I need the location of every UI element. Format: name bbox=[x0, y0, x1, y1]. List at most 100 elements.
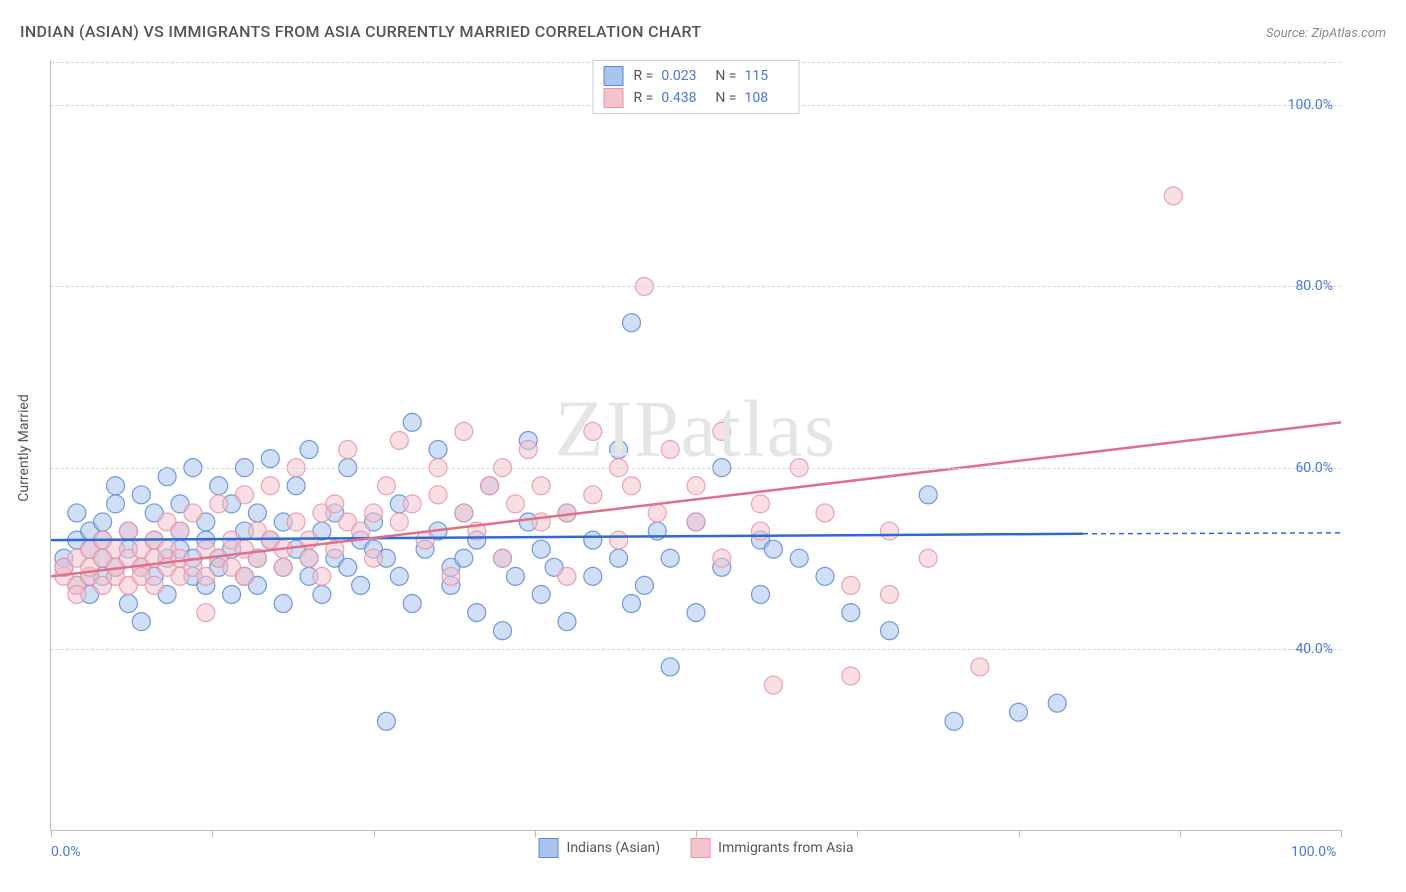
legend-r-label: R = bbox=[634, 65, 654, 87]
data-point bbox=[248, 504, 266, 522]
data-point bbox=[1164, 187, 1182, 205]
data-point bbox=[107, 477, 125, 495]
legend-row: R =0.438N =108 bbox=[604, 87, 789, 109]
x-tick bbox=[535, 830, 536, 837]
legend-series-item: Indians (Asian) bbox=[539, 838, 661, 858]
data-point bbox=[584, 486, 602, 504]
legend-swatch bbox=[604, 66, 624, 86]
data-point bbox=[584, 531, 602, 549]
data-point bbox=[713, 549, 731, 567]
data-point bbox=[610, 531, 628, 549]
data-point bbox=[584, 422, 602, 440]
legend-r-value: 0.023 bbox=[661, 65, 705, 87]
data-point bbox=[403, 413, 421, 431]
data-point bbox=[236, 486, 254, 504]
data-point bbox=[532, 477, 550, 495]
data-point bbox=[210, 495, 228, 513]
data-point bbox=[506, 567, 524, 585]
legend-row: R =0.023N =115 bbox=[604, 65, 789, 87]
legend-series-item: Immigrants from Asia bbox=[690, 838, 853, 858]
data-point bbox=[881, 522, 899, 540]
data-point bbox=[377, 477, 395, 495]
legend-n-label: N = bbox=[715, 87, 736, 109]
data-point bbox=[764, 540, 782, 558]
data-point bbox=[752, 522, 770, 540]
data-point bbox=[494, 549, 512, 567]
data-point bbox=[623, 314, 641, 332]
data-point bbox=[119, 595, 137, 613]
data-point bbox=[184, 504, 202, 522]
x-tick bbox=[51, 830, 52, 837]
data-point bbox=[648, 504, 666, 522]
data-point bbox=[455, 504, 473, 522]
data-point bbox=[223, 585, 241, 603]
data-point bbox=[455, 549, 473, 567]
data-point bbox=[713, 422, 731, 440]
trend-line-extrapolated bbox=[1083, 533, 1341, 534]
legend-r-label: R = bbox=[634, 87, 654, 109]
data-point bbox=[881, 622, 899, 640]
data-point bbox=[881, 585, 899, 603]
x-tick bbox=[696, 830, 697, 837]
data-point bbox=[119, 522, 137, 540]
data-point bbox=[197, 604, 215, 622]
data-point bbox=[313, 585, 331, 603]
data-point bbox=[558, 567, 576, 585]
data-point bbox=[145, 576, 163, 594]
data-point bbox=[623, 595, 641, 613]
y-axis-title: Currently Married bbox=[16, 394, 32, 501]
data-point bbox=[377, 712, 395, 730]
legend-series: Indians (Asian) Immigrants from Asia bbox=[539, 838, 854, 858]
data-point bbox=[558, 613, 576, 631]
data-point bbox=[429, 486, 447, 504]
x-tick bbox=[1180, 830, 1181, 837]
data-point bbox=[171, 522, 189, 540]
data-point bbox=[132, 486, 150, 504]
data-point bbox=[623, 477, 641, 495]
y-tick-label: 80.0% bbox=[1295, 278, 1333, 294]
data-point bbox=[752, 585, 770, 603]
data-point bbox=[365, 504, 383, 522]
data-point bbox=[403, 495, 421, 513]
data-point bbox=[339, 558, 357, 576]
data-point bbox=[300, 549, 318, 567]
data-point bbox=[442, 567, 460, 585]
data-point bbox=[919, 549, 937, 567]
y-tick-label: 100.0% bbox=[1288, 97, 1333, 113]
legend-series-label: Indians (Asian) bbox=[567, 840, 661, 856]
data-point bbox=[919, 486, 937, 504]
y-tick-label: 60.0% bbox=[1295, 460, 1333, 476]
data-point bbox=[158, 468, 176, 486]
data-point bbox=[687, 477, 705, 495]
data-point bbox=[532, 513, 550, 531]
data-point bbox=[326, 495, 344, 513]
data-point bbox=[403, 595, 421, 613]
data-point bbox=[494, 622, 512, 640]
data-point bbox=[661, 549, 679, 567]
chart-title: INDIAN (ASIAN) VS IMMIGRANTS FROM ASIA C… bbox=[20, 22, 701, 41]
data-point bbox=[261, 450, 279, 468]
grid-line bbox=[51, 649, 1341, 650]
data-point bbox=[584, 567, 602, 585]
data-point bbox=[945, 712, 963, 730]
x-tick bbox=[1341, 830, 1342, 837]
plot-area: ZIPatlas R =0.023N =115R =0.438N =108 In… bbox=[50, 60, 1341, 831]
data-point bbox=[971, 658, 989, 676]
data-point bbox=[842, 604, 860, 622]
data-point bbox=[107, 495, 125, 513]
data-point bbox=[339, 441, 357, 459]
data-point bbox=[210, 477, 228, 495]
data-point bbox=[635, 576, 653, 594]
data-point bbox=[661, 658, 679, 676]
data-point bbox=[68, 504, 86, 522]
data-point bbox=[842, 576, 860, 594]
data-point bbox=[468, 604, 486, 622]
x-tick bbox=[374, 830, 375, 837]
data-point bbox=[274, 595, 292, 613]
legend-swatch bbox=[539, 838, 559, 858]
x-tick bbox=[212, 830, 213, 837]
data-point bbox=[790, 549, 808, 567]
data-point bbox=[132, 613, 150, 631]
data-point bbox=[687, 604, 705, 622]
grid-line bbox=[51, 286, 1341, 287]
